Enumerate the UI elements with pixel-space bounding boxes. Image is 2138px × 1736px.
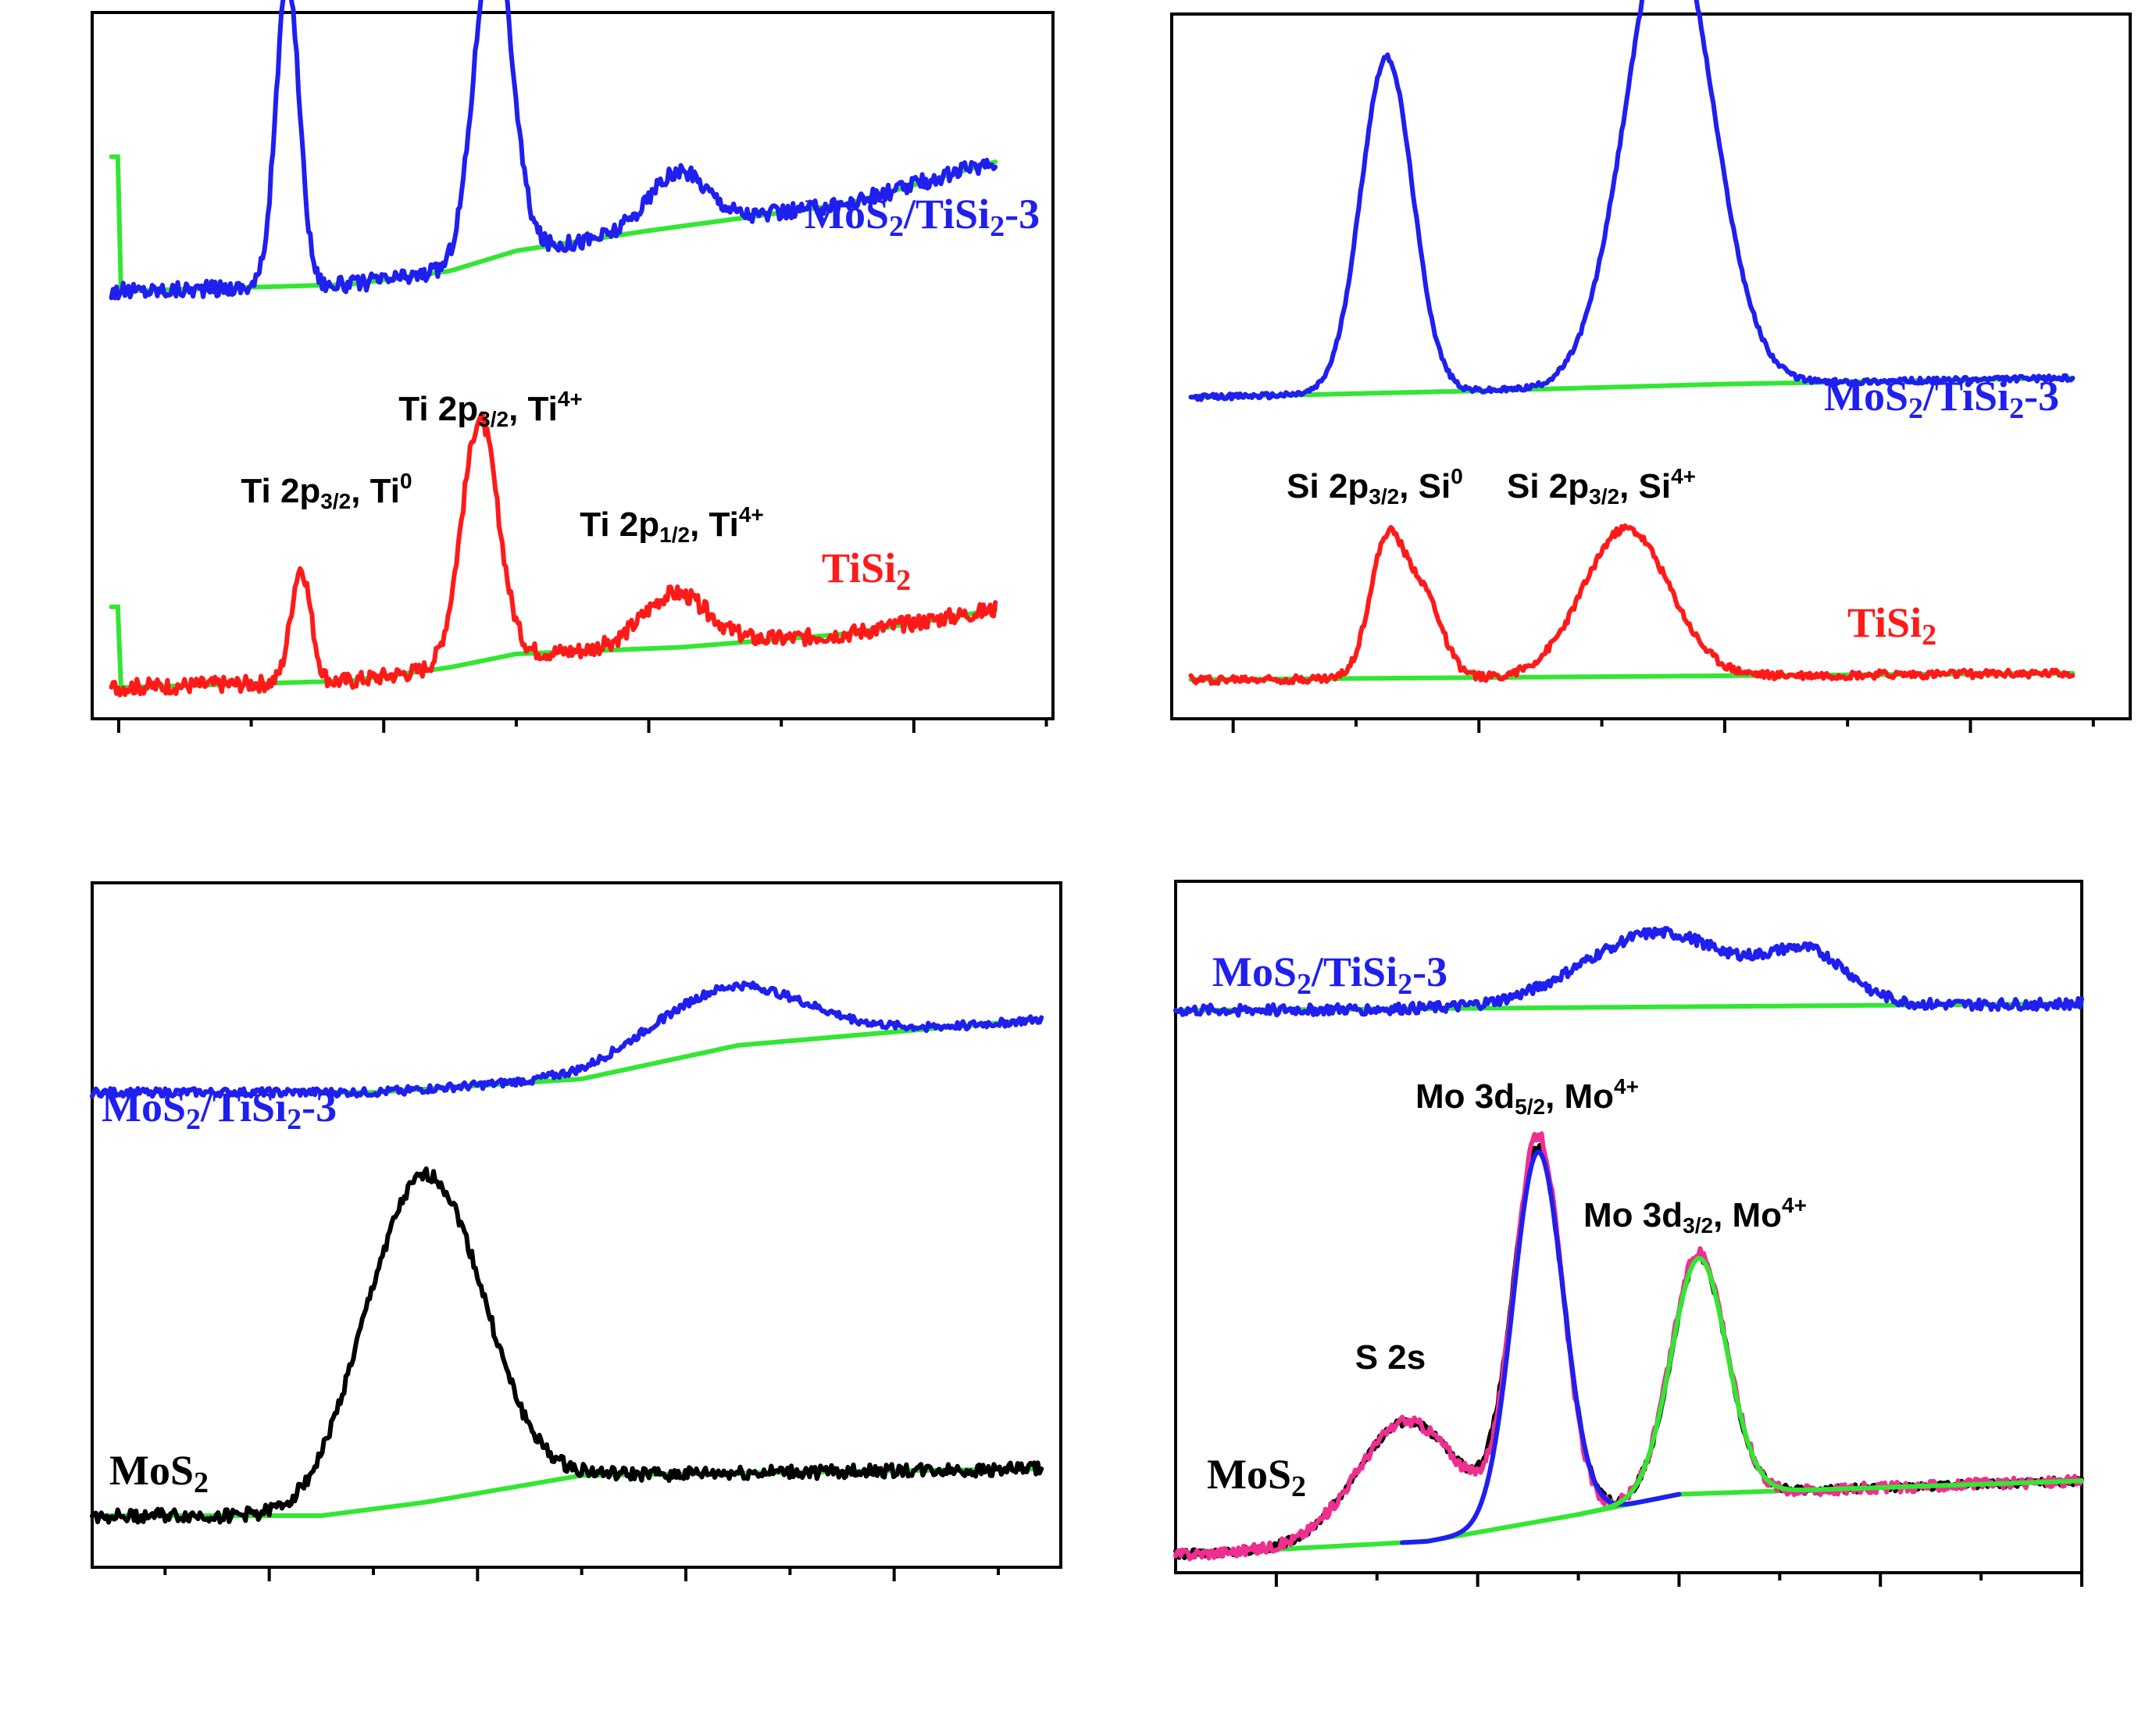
series-line [90,981,1044,1099]
plot-frame [1170,13,2132,720]
series-line [90,1166,1044,1525]
plot-frame [1174,880,2083,1574]
series-label: TiSi2 [822,545,911,597]
series-line [1173,926,2084,1018]
species-label: Ti 2p3/2, Ti0 [241,469,412,513]
series-line [1576,1256,2084,1517]
species-label: S 2s [1355,1338,1426,1377]
species-label: Si 2p3/2, Si0 [1287,464,1463,509]
species-label: Si 2p3/2, Si4+ [1507,464,1696,509]
panel-C: MoS2/TiSi2-3 MoS2 [90,881,1062,1581]
series-line [109,411,998,698]
series-label: MoS2/TiSi2-3 [805,191,1040,243]
series-label: MoS2 [109,1447,209,1499]
series-line [1188,523,2076,686]
species-label: Ti 2p3/2, Ti4+ [398,387,583,431]
series-line [1400,1149,1682,1545]
series-label: MoS2/TiSi2-3 [1824,373,2059,425]
species-label: Mo 3d5/2, Mo4+ [1415,1074,1639,1119]
series-label: MoS2/TiSi2-3 [102,1084,337,1136]
panel-A: MoS2/TiSi2-3 TiSi2 Ti 2p3/2, Ti0 Ti 2p3/2, … [91,0,1055,733]
series-line [109,0,998,301]
species-label: Mo 3d3/2, Mo4+ [1583,1193,1807,1238]
plot-frame [91,881,1062,1569]
panel-B: MoS2/TiSi2-3 TiSi2 Si 2p3/2, Si0 Si 2p3/2, … [1170,0,2132,733]
series-label: TiSi2 [1847,599,1936,652]
panel-D: MoS2/TiSi2-3 MoS2 S 2s Mo 3d5/2, Mo4+ Mo 3d3… [1173,880,2084,1587]
series-label: MoS2 [1207,1451,1306,1503]
plot-frame [91,11,1055,720]
series-label: MoS2/TiSi2-3 [1212,948,1447,1001]
species-label: Ti 2p1/2, Ti4+ [580,502,764,547]
series-line [1188,0,2076,402]
